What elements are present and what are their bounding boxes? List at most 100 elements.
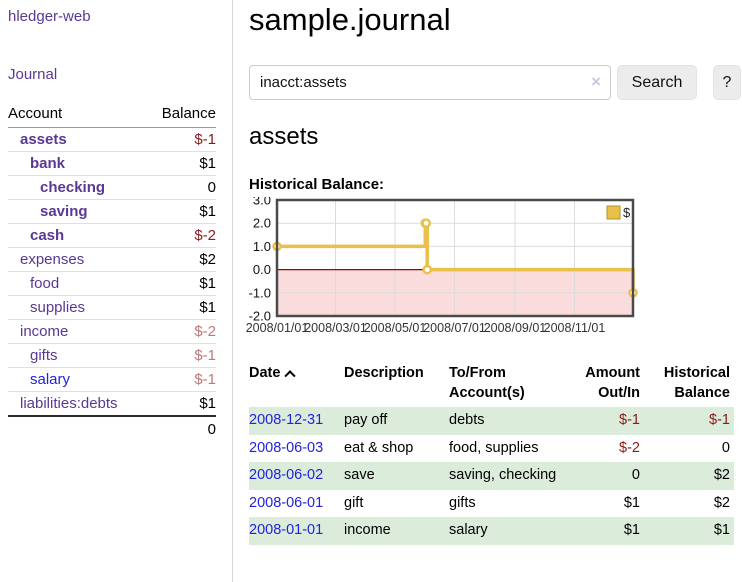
transaction-accounts: debts — [449, 412, 485, 429]
transaction-description: save — [344, 467, 375, 484]
transaction-accounts: salary — [449, 522, 488, 539]
column-header-description: Description — [344, 365, 424, 381]
account-row: assets $-1 — [8, 127, 216, 152]
chart-title: Historical Balance: — [249, 176, 385, 193]
account-balance: $-2 — [147, 223, 216, 248]
transaction-amount: $-1 — [619, 412, 640, 429]
transaction-balance: $2 — [713, 467, 730, 484]
account-balance: $-2 — [147, 319, 216, 344]
svg-text:2008/03/01: 2008/03/01 — [304, 321, 367, 335]
clear-search-icon[interactable]: × — [591, 72, 601, 91]
transaction-amount: $1 — [623, 522, 640, 539]
account-balance: $-1 — [147, 127, 216, 152]
transaction-balance: $1 — [713, 522, 730, 539]
account-link[interactable]: cash — [30, 227, 65, 244]
svg-text:-1.0: -1.0 — [249, 285, 271, 300]
account-link[interactable]: food — [30, 275, 60, 292]
account-heading: assets — [249, 123, 319, 150]
column-header-amount: Amount Out/In — [585, 365, 640, 401]
account-balance: $1 — [147, 199, 216, 224]
sidebar: hledger-web Journal Account Balance asse… — [0, 0, 233, 582]
account-row: checking 0 — [8, 175, 216, 200]
account-balance: $1 — [147, 391, 216, 417]
register-body: 2008-12-31 pay off debts $-1 $-1 2008-06… — [249, 407, 734, 545]
account-row: liabilities:debts $1 — [8, 391, 216, 417]
account-row: supplies $1 — [8, 295, 216, 320]
sort-ascending-icon — [284, 370, 297, 382]
account-row: gifts $-1 — [8, 343, 216, 368]
transaction-accounts: saving, checking — [449, 467, 557, 484]
transaction-row: 2008-06-01 gift gifts $1 $2 — [249, 490, 734, 518]
account-link[interactable]: saving — [40, 203, 88, 220]
account-link[interactable]: gifts — [30, 347, 58, 364]
account-link[interactable]: salary — [30, 371, 71, 388]
account-link[interactable]: liabilities:debts — [20, 395, 118, 412]
transaction-row: 2008-01-01 income salary $1 $1 — [249, 517, 734, 545]
search-form: × Search ? — [249, 65, 741, 100]
account-row: cash $-2 — [8, 223, 216, 248]
account-link[interactable]: assets — [20, 131, 67, 148]
column-header-balance: Historical Balance — [663, 365, 730, 401]
account-link[interactable]: supplies — [30, 299, 86, 316]
transaction-date-link[interactable]: 2008-06-01 — [249, 494, 324, 511]
transaction-balance: $2 — [713, 494, 730, 511]
svg-text:2.0: 2.0 — [253, 216, 271, 231]
account-balance: 0 — [147, 175, 216, 200]
page-title: sample.journal — [249, 2, 451, 37]
accounts-total-spacer — [8, 415, 148, 441]
search-input[interactable] — [249, 65, 611, 100]
sidebar-item-journal[interactable]: Journal — [8, 66, 58, 83]
balance-column-header: Balance — [147, 102, 216, 128]
transaction-description: income — [344, 522, 391, 539]
svg-text:-2.0: -2.0 — [249, 309, 271, 324]
account-balance: $1 — [147, 151, 216, 176]
accounts-body: assets $-1 bank $1 checking 0 saving $1 … — [8, 127, 216, 417]
column-header-date[interactable]: Date — [249, 362, 344, 407]
account-balance: $1 — [147, 271, 216, 296]
svg-text:2008/07/01: 2008/07/01 — [423, 321, 486, 335]
transaction-accounts: gifts — [449, 494, 476, 511]
svg-text:2008/05/01: 2008/05/01 — [364, 321, 427, 335]
accounts-total-row: 0 — [8, 415, 216, 441]
accounts-total-value: 0 — [147, 415, 216, 441]
main-content: sample.journal × Search ? assets Histori… — [233, 0, 741, 582]
historical-balance-chart: $3.0 2.0 1.0 0.0 -1.0 -2.0 2008/01/01 2008/03/0… — [241, 193, 741, 345]
transaction-amount: 0 — [631, 467, 640, 484]
transaction-accounts: food, supplies — [449, 439, 539, 456]
transaction-date-link[interactable]: 2008-06-03 — [249, 439, 324, 456]
account-balance: $-1 — [147, 343, 216, 368]
account-balance: $1 — [147, 295, 216, 320]
account-row: salary $-1 — [8, 367, 216, 392]
account-row: expenses $2 — [8, 247, 216, 272]
svg-text:2008/09/01: 2008/09/01 — [484, 321, 547, 335]
help-button[interactable]: ? — [713, 65, 741, 100]
register-table: Date Description To/From Account(s) Amou… — [249, 362, 734, 545]
accounts-header-row: Account Balance — [8, 102, 216, 128]
transaction-description: eat & shop — [344, 439, 414, 456]
account-link[interactable]: income — [20, 323, 69, 340]
transaction-row: 2008-06-02 save saving, checking 0 $2 — [249, 462, 734, 490]
transaction-amount: $1 — [623, 494, 640, 511]
brand-link[interactable]: hledger-web — [8, 8, 91, 25]
account-link[interactable]: expenses — [20, 251, 85, 268]
account-link[interactable]: bank — [30, 155, 66, 172]
svg-text:3.0: 3.0 — [253, 197, 271, 208]
account-row: saving $1 — [8, 199, 216, 224]
transaction-date-link[interactable]: 2008-01-01 — [249, 522, 324, 539]
column-header-accounts: To/From Account(s) — [449, 365, 525, 401]
transaction-date-link[interactable]: 2008-06-02 — [249, 467, 324, 484]
transaction-amount: $-2 — [619, 439, 640, 456]
svg-text:$: $ — [623, 205, 631, 220]
svg-text:0.0: 0.0 — [253, 262, 271, 277]
transaction-balance: $-1 — [709, 412, 730, 429]
transaction-row: 2008-12-31 pay off debts $-1 $-1 — [249, 407, 734, 435]
account-row: food $1 — [8, 271, 216, 296]
account-row: bank $1 — [8, 151, 216, 176]
svg-text:2008/11/01: 2008/11/01 — [544, 321, 606, 335]
transaction-row: 2008-06-03 eat & shop food, supplies $-2… — [249, 435, 734, 463]
transaction-date-link[interactable]: 2008-12-31 — [249, 412, 324, 429]
search-button[interactable]: Search — [617, 65, 697, 100]
transaction-description: gift — [344, 494, 364, 511]
account-link[interactable]: checking — [40, 179, 106, 196]
